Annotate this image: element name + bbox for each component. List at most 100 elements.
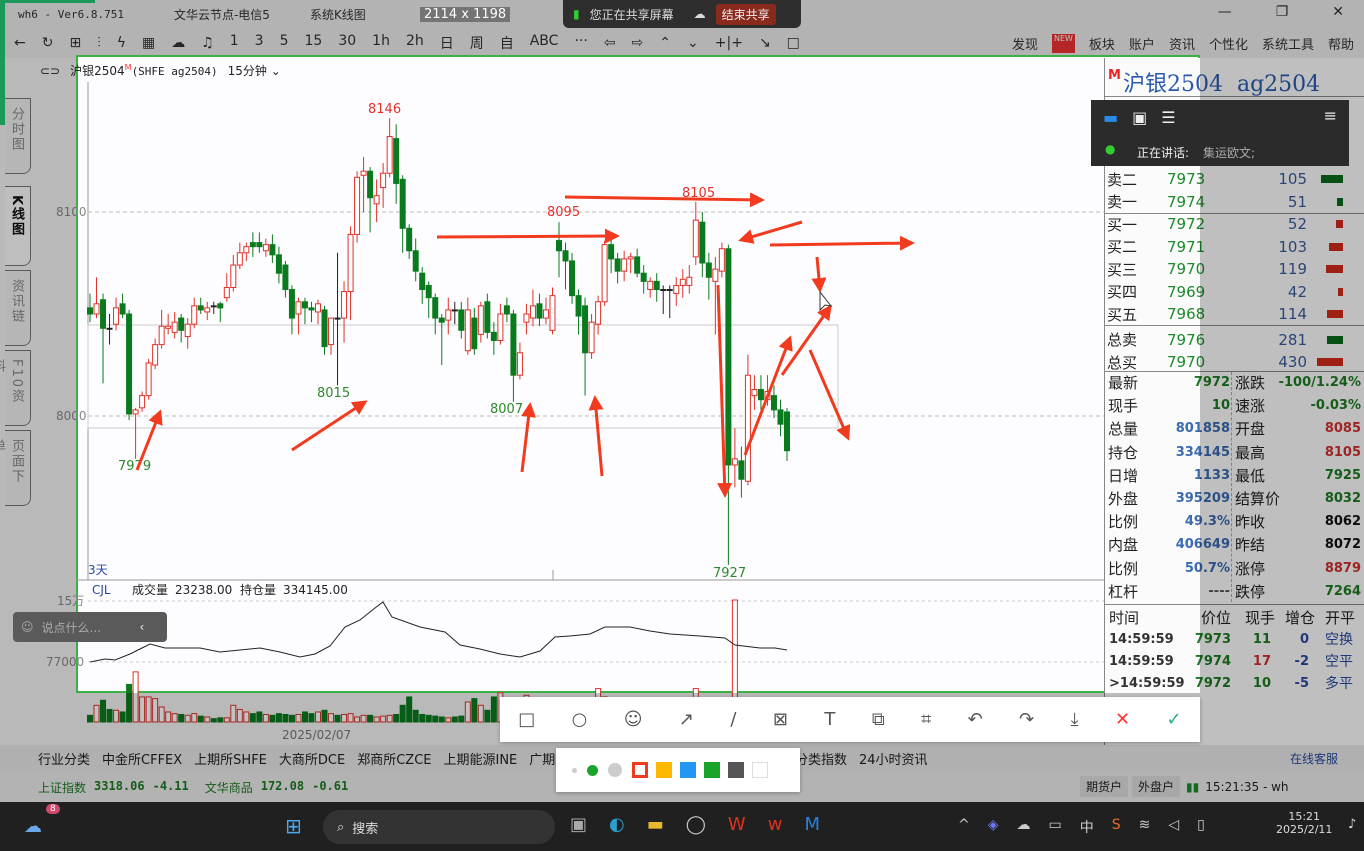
back-icon[interactable]: ← [14,35,26,51]
arrow-annotation[interactable] [769,235,915,251]
arrow-annotation[interactable] [743,335,793,456]
chat-bubble[interactable]: ☺ 说点什么... ‹ [13,612,167,642]
left-tab[interactable]: F10资料 [0,350,31,426]
toolbar-item[interactable]: ··· [574,33,588,49]
share-settings-icon[interactable]: ☁ [693,7,706,21]
emoji-tool-icon[interactable]: ☺ [623,709,643,730]
exchange-tab[interactable]: 中金所CFFEX [102,753,183,768]
translate-icon[interactable]: ⧉ [871,709,885,730]
toolbar-item[interactable]: 周 [469,36,484,52]
menu-item[interactable]: 账户 [1128,38,1155,53]
account-button[interactable]: 外盘户 [1132,776,1181,797]
size-small[interactable] [572,767,577,773]
zoom-out-icon[interactable]: ⌄ [687,35,699,51]
book-price[interactable]: 7970 [1167,353,1206,371]
left-tab[interactable]: 页面下单 [0,430,31,506]
window-view-icon[interactable]: ▣ [1132,108,1148,127]
volume-icon[interactable]: ◁ [1168,817,1180,833]
book-price[interactable]: 7973 [1167,170,1206,188]
windows-start-icon[interactable]: ⊞ [285,814,302,838]
toolbar-item[interactable]: 15 [304,33,323,49]
taskbar-search[interactable]: ⌕ 搜索 [323,810,555,844]
clock[interactable]: 15:21 2025/2/11 [1276,810,1333,836]
arrow-annotation[interactable] [738,220,803,244]
grid-icon[interactable]: ▦ [141,35,156,51]
chevron-left-icon[interactable]: ‹ [139,620,145,634]
save-icon[interactable]: ⤓ [1070,709,1079,730]
size-medium[interactable] [587,764,598,776]
menu-item[interactable]: 个性化 [1208,38,1248,53]
shield-icon[interactable]: ◈ [987,817,999,833]
toolbar-item[interactable]: 日 [439,36,454,52]
range-label[interactable]: 3天 [88,563,108,577]
arrow-annotation[interactable] [780,304,832,376]
left-tab[interactable]: 分时图 [5,98,31,174]
crosshair-icon[interactable]: ⊞ [69,35,82,51]
bell-icon[interactable]: ♫ [201,35,214,51]
end-share-button[interactable]: 结束共享 [715,3,776,25]
tablet-icon[interactable]: ▭ [1048,817,1062,833]
cloud-icon[interactable]: ☁ [171,35,186,51]
link-icon[interactable]: ⊂⊃ [40,63,61,78]
dell-icon[interactable]: ◯ [685,814,706,835]
minimize-icon[interactable]: — [1217,4,1232,20]
menu-item[interactable]: 板块 [1088,38,1115,53]
color-swatch[interactable] [728,762,744,778]
zoom-in-icon[interactable]: ⌃ [659,35,672,51]
list-view-icon[interactable]: ☰ [1161,108,1176,127]
left-tab[interactable]: K线图 [5,186,31,266]
menu-item[interactable]: 系统工具 [1261,38,1314,53]
emoji-icon[interactable]: ☺ [21,620,34,634]
arrow-annotation[interactable] [564,192,765,208]
exchange-tab[interactable]: 24小时资讯 [859,753,928,768]
toolbar-item[interactable]: 自 [499,36,514,52]
menu-item[interactable]: 发现 [1011,38,1038,53]
book-price[interactable]: 7969 [1167,282,1206,301]
toolbar-item[interactable]: 1h [372,33,390,49]
menu-item[interactable]: 帮助 [1327,38,1354,53]
ocr-icon[interactable]: ⌗ [921,709,932,730]
color-swatch[interactable] [632,762,648,778]
color-swatch[interactable] [656,762,672,778]
undo-icon[interactable]: ↶ [967,709,983,730]
index-item[interactable]: 文华商品 172.08 -0.61 [205,779,349,796]
collapse-icon[interactable]: ≡ [1323,106,1337,125]
mosaic-tool-icon[interactable]: ⊠ [772,709,788,730]
indicator-selector[interactable]: CJL [92,583,111,597]
color-swatch[interactable] [680,762,696,778]
cancel-icon[interactable]: ✕ [1115,709,1131,730]
notification-bell-icon[interactable]: ♪ [1348,817,1357,832]
draw-line-icon[interactable]: ↘ [758,35,771,51]
toolbar-item[interactable]: 3 [254,33,264,49]
book-price[interactable]: 7974 [1167,192,1206,211]
wifi-icon[interactable]: ≋ [1138,817,1151,833]
task-view-icon[interactable]: ▣ [570,814,588,835]
wh6-app-icon[interactable]: w [767,814,783,835]
exchange-tab[interactable]: 郑商所CZCE [357,753,432,768]
account-button[interactable]: 期货户 [1080,776,1129,797]
stat-label[interactable]: 结算价 [1235,490,1281,508]
sogou-icon[interactable]: S [1111,817,1121,833]
refresh-icon[interactable]: ↻ [41,35,54,51]
arrow-annotation[interactable] [436,228,620,244]
edge-icon[interactable]: ◐ [609,814,625,835]
book-price[interactable]: 7970 [1167,260,1206,278]
folder-icon[interactable]: ▬ [646,814,664,835]
menu-item[interactable]: 资讯 [1168,38,1195,53]
meeting-app-icon[interactable]: M [804,814,820,835]
toolbar-item[interactable]: 30 [338,33,357,49]
circle-tool-icon[interactable]: ○ [571,709,588,730]
index-item[interactable]: 上证指数 3318.06 -4.11 [38,779,189,796]
drawn-arrows[interactable] [135,192,915,498]
book-price[interactable]: 7972 [1167,215,1206,233]
pen-tool-icon[interactable]: / [730,709,737,730]
line-tool-icon[interactable]: ⫶ [97,35,101,51]
arrow-annotation[interactable] [811,256,827,293]
toolbar-item[interactable]: 2h [405,33,424,49]
size-large[interactable] [608,763,622,777]
close-icon[interactable]: ✕ [1332,4,1344,20]
lightning-icon[interactable]: ϟ [116,35,126,51]
scroll-left-icon[interactable]: ⇦ [603,35,616,51]
arrow-annotation[interactable] [291,400,368,452]
server-node[interactable]: 文华云节点-电信5 [173,7,270,22]
